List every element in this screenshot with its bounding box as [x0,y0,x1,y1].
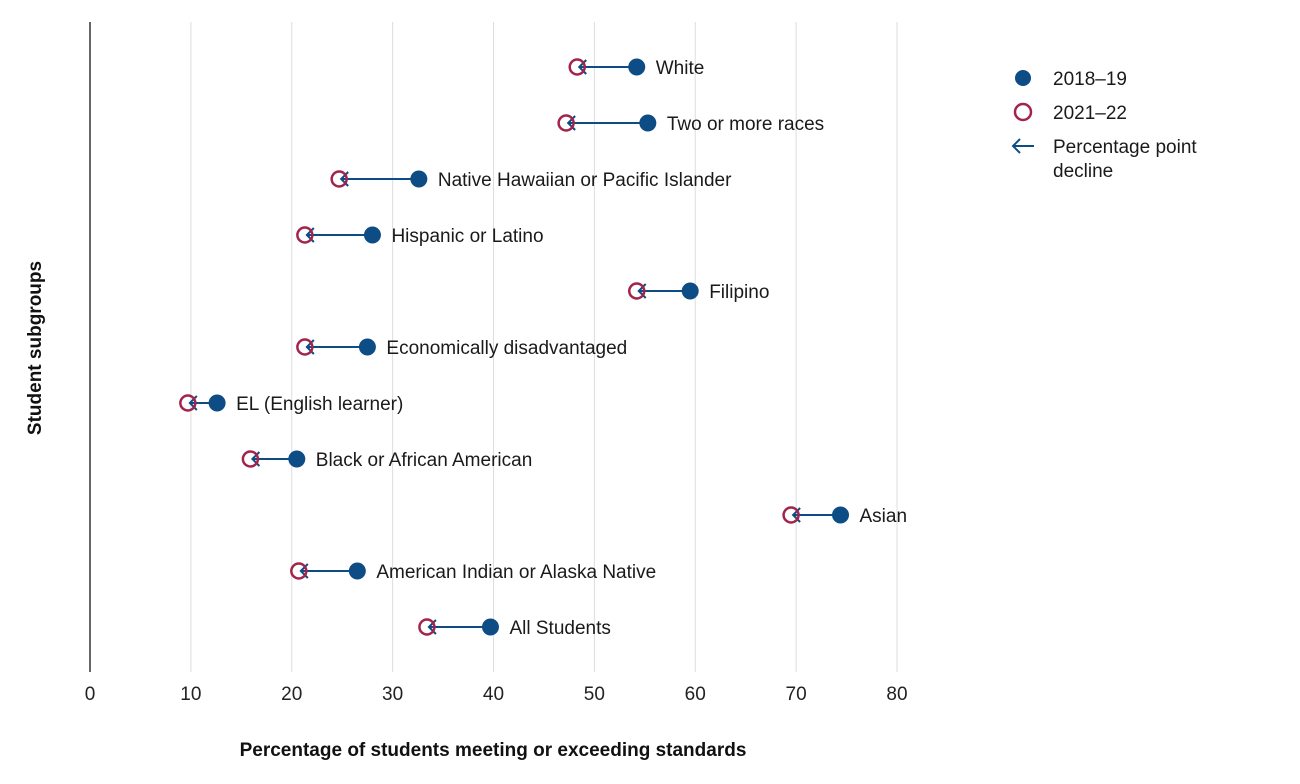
point-2021-22 [782,506,800,524]
subgroup-label: White [656,58,705,79]
subgroup-label: EL (English learner) [236,394,403,415]
point-2021-22 [627,282,646,300]
subgroup-label: Filipino [709,282,769,303]
subgroup-row: Filipino [627,282,769,303]
point-2021-22 [179,394,197,412]
point-2018-19 [288,450,306,468]
subgroup-row: All Students [418,618,611,639]
subgroup-row: Native Hawaiian or Pacific Islander [330,170,732,191]
x-tick-label: 10 [180,684,201,705]
subgroup-row: Two or more races [557,114,824,135]
subgroup-row: Hispanic or Latino [296,226,544,247]
legend-label-2021-22: 2021–22 [1053,103,1127,124]
subgroup-label: Native Hawaiian or Pacific Islander [438,170,732,191]
point-2021-22 [241,450,260,468]
legend: 2018–19 2021–22 Percentage point decline [1011,69,1197,182]
subgroup-label: Black or African American [316,450,532,471]
point-2018-19 [639,114,657,132]
x-tick-label: 20 [281,684,302,705]
point-2021-22 [418,618,436,636]
subgroup-label: American Indian or Alaska Native [376,562,656,583]
point-2021-22 [296,226,314,244]
point-2021-22 [296,338,314,356]
legend-label-decline-line2: decline [1053,161,1113,182]
point-2018-19 [628,58,646,76]
x-tick-label: 0 [85,684,96,705]
x-tick-label: 80 [886,684,907,705]
subgroup-label: Asian [860,506,908,527]
subgroup-row: EL (English learner) [179,394,403,415]
legend-swatch-2021-22 [1013,102,1033,122]
subgroup-row: White [568,58,705,79]
x-tick-label: 70 [786,684,807,705]
subgroup-label: All Students [509,618,610,639]
data-marks: White Two or more races Native Hawaiian or… [179,58,908,639]
point-2018-19 [681,282,699,300]
legend-arrow-icon [1011,138,1034,154]
x-tick-label: 60 [685,684,706,705]
point-2018-19 [363,226,381,244]
x-axis-title: Percentage of students meeting or exceed… [240,740,747,761]
point-2018-19 [481,618,499,636]
legend-label-2018-19: 2018–19 [1053,69,1127,90]
point-2021-22 [568,58,586,76]
point-2018-19 [348,562,366,580]
subgroup-label: Economically disadvantaged [386,338,627,359]
subgroup-label: Hispanic or Latino [391,226,543,247]
point-2021-22 [330,170,348,188]
point-2021-22 [290,562,308,580]
point-2018-19 [358,338,376,356]
point-2021-22 [557,114,575,132]
subgroup-row: Economically disadvantaged [296,338,627,359]
x-axis-ticks: 0 10 20 30 40 50 60 70 80 [85,684,908,705]
subgroup-row: American Indian or Alaska Native [290,562,656,583]
subgroup-label: Two or more races [667,114,824,135]
point-2018-19 [208,394,226,412]
y-axis-title: Student subgroups [25,261,46,435]
legend-swatch-2018-19 [1015,70,1031,86]
grid-lines [190,22,898,672]
point-2018-19 [832,506,850,524]
x-tick-label: 30 [382,684,403,705]
subgroup-row: Black or African American [241,450,532,471]
x-tick-label: 40 [483,684,504,705]
legend-label-decline-line1: Percentage point [1053,137,1197,158]
point-2018-19 [410,170,428,188]
x-tick-label: 50 [584,684,605,705]
subgroup-row: Asian [782,506,908,527]
